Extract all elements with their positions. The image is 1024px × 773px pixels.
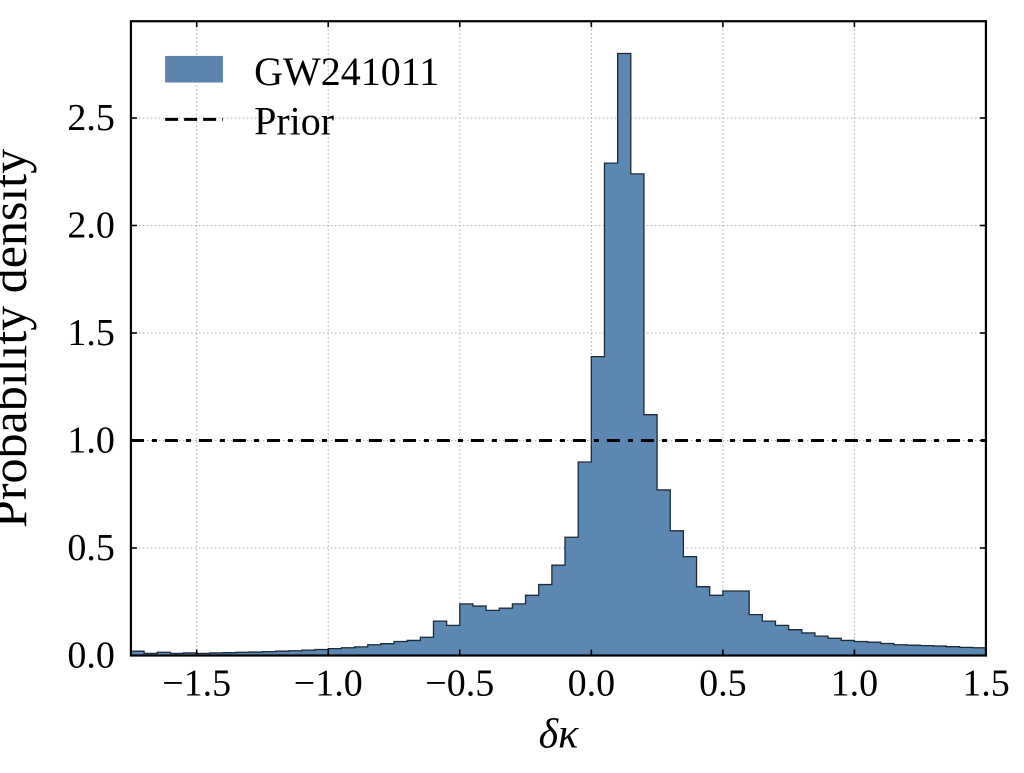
svg-text:2.5: 2.5 [67, 97, 115, 139]
svg-text:0.5: 0.5 [67, 527, 115, 569]
svg-text:0.0: 0.0 [568, 663, 616, 705]
svg-text:−0.5: −0.5 [425, 663, 494, 705]
svg-text:0.0: 0.0 [67, 635, 115, 677]
svg-text:δκ: δκ [539, 712, 580, 758]
svg-text:1.0: 1.0 [67, 420, 115, 462]
svg-text:Probability density: Probability density [0, 149, 37, 528]
svg-text:GW241011: GW241011 [254, 49, 439, 94]
svg-text:1.5: 1.5 [67, 312, 115, 354]
svg-text:Prior: Prior [254, 99, 334, 144]
svg-text:1.0: 1.0 [831, 663, 879, 705]
svg-text:−1.5: −1.5 [162, 663, 231, 705]
svg-text:−1.0: −1.0 [294, 663, 363, 705]
svg-text:0.5: 0.5 [699, 663, 747, 705]
svg-text:1.5: 1.5 [962, 663, 1010, 705]
svg-text:2.0: 2.0 [67, 204, 115, 246]
